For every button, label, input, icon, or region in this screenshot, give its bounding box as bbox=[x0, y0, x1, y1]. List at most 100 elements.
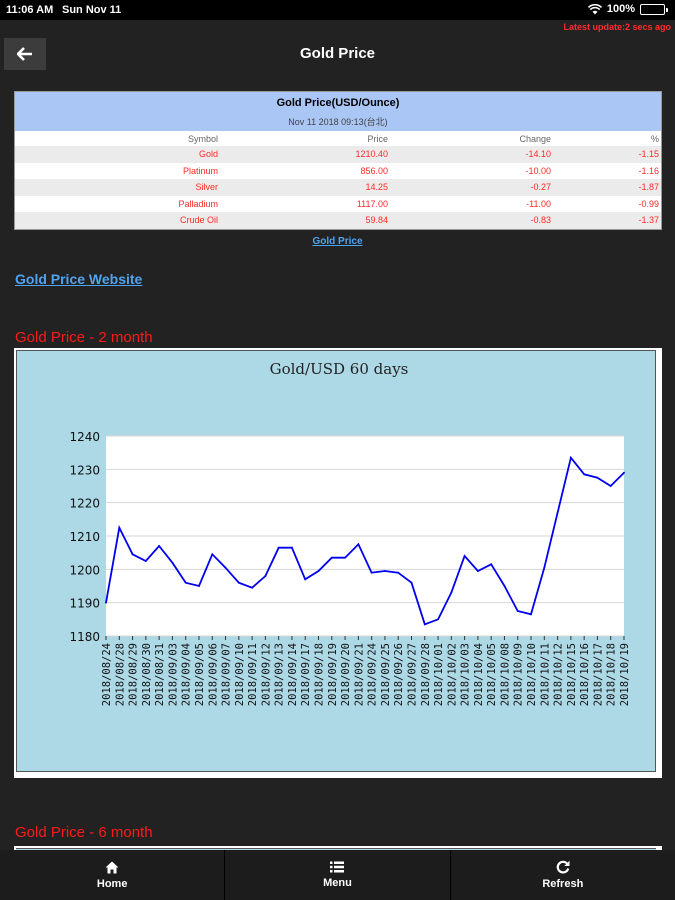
data-point bbox=[569, 456, 572, 459]
data-point bbox=[450, 591, 453, 594]
data-point bbox=[344, 556, 346, 559]
y-tick-label: 1190 bbox=[69, 597, 100, 611]
x-tick-label: 2018/09/20 bbox=[340, 643, 352, 706]
data-point bbox=[237, 581, 240, 584]
x-tick-label: 2018/10/17 bbox=[592, 643, 604, 706]
section-title-6-month: Gold Price - 6 month bbox=[15, 824, 153, 841]
x-tick-label: 2018/09/12 bbox=[260, 643, 272, 706]
x-tick-label: 2018/09/25 bbox=[380, 643, 392, 706]
app-header: Gold Price bbox=[0, 34, 675, 74]
data-point bbox=[105, 601, 107, 604]
data-point bbox=[410, 581, 413, 584]
change-cell: -11.00 bbox=[526, 198, 551, 209]
table-row: Gold 1210.40 -14.10 -1.15 bbox=[15, 146, 661, 163]
change-cell: -10.00 bbox=[525, 165, 551, 176]
percent-cell: -1.15 bbox=[552, 146, 661, 163]
x-tick-label: 2018/08/31 bbox=[154, 643, 166, 706]
data-point bbox=[596, 476, 599, 479]
x-tick-label: 2018/09/19 bbox=[327, 643, 339, 706]
x-tick-label: 2018/10/04 bbox=[473, 643, 485, 706]
data-point bbox=[370, 571, 373, 574]
gold-line-chart: Gold/USD 60 days 1180 1190 1200 1210 1220 123… bbox=[69, 360, 631, 706]
x-tick-label: 2018/10/10 bbox=[526, 643, 538, 706]
gold-price-link[interactable]: Gold Price bbox=[312, 236, 363, 247]
status-right: 100% bbox=[587, 3, 668, 15]
data-point bbox=[437, 618, 439, 621]
wifi-icon bbox=[587, 3, 602, 14]
battery-percent: 100% bbox=[606, 3, 635, 15]
x-tick-label: 2018/10/02 bbox=[446, 643, 458, 706]
data-point bbox=[211, 553, 214, 556]
menu-tab-label: Menu bbox=[323, 877, 352, 889]
y-tick-label: 1180 bbox=[69, 630, 100, 644]
column-header: Change bbox=[519, 133, 551, 144]
refresh-tab[interactable]: Refresh bbox=[450, 850, 675, 900]
back-button[interactable] bbox=[4, 38, 46, 70]
y-tick-label: 1200 bbox=[69, 563, 100, 577]
price-table-title: Gold Price(USD/Ounce) bbox=[276, 97, 400, 109]
data-point bbox=[158, 545, 161, 547]
refresh-icon bbox=[556, 860, 570, 874]
change-cell: -14.10 bbox=[389, 146, 552, 163]
x-tick-label: 2018/10/09 bbox=[513, 643, 525, 706]
x-tick-label: 2018/10/08 bbox=[499, 643, 511, 706]
change-cell: -0.83 bbox=[389, 212, 552, 229]
home-tab-label: Home bbox=[96, 877, 128, 890]
table-row: Crude Oil 59.84 -0.83 -1.37 bbox=[15, 212, 661, 229]
data-point bbox=[556, 511, 559, 514]
data-point bbox=[530, 613, 532, 616]
status-date: Sun Nov 11 bbox=[62, 4, 122, 16]
data-point bbox=[277, 546, 280, 549]
x-tick-label: 2018/09/06 bbox=[207, 643, 219, 706]
percent-cell: -1.37 bbox=[552, 212, 661, 229]
x-tick-label: 2018/09/10 bbox=[234, 643, 246, 706]
percent-cell: -1.16 bbox=[638, 165, 659, 176]
column-header: Symbol bbox=[187, 133, 218, 144]
status-time: 11:06 AM bbox=[6, 4, 54, 16]
symbol-cell: Palladium bbox=[178, 198, 218, 209]
x-tick-label: 2018/10/05 bbox=[486, 643, 498, 706]
data-point bbox=[264, 575, 267, 577]
x-tick-label: 2018/09/21 bbox=[353, 643, 365, 706]
x-tick-label: 2018/08/30 bbox=[141, 643, 153, 706]
latest-update-note: Latest update:2 secs ago bbox=[563, 22, 671, 32]
menu-tab[interactable]: Menu bbox=[225, 850, 451, 900]
table-row: Platinum 856.00 -10.00 -1.16 bbox=[15, 163, 661, 180]
percent-cell: -0.99 bbox=[638, 198, 659, 209]
x-tick-label: 2018/09/26 bbox=[393, 643, 405, 706]
percent-cell: -1.87 bbox=[552, 179, 661, 196]
x-tick-label: 2018/09/27 bbox=[406, 643, 418, 706]
y-tick-label: 1240 bbox=[69, 430, 100, 444]
symbol-cell: Gold bbox=[15, 146, 219, 163]
gold-price-website-link[interactable]: Gold Price Website bbox=[15, 271, 143, 287]
data-point bbox=[224, 566, 227, 569]
symbol-cell: Silver bbox=[15, 179, 219, 196]
x-tick-label: 2018/10/03 bbox=[460, 643, 472, 706]
refresh-tab-label: Refresh bbox=[542, 878, 584, 890]
symbol-cell: Platinum bbox=[182, 165, 218, 176]
price-table-panel: Gold Price(USD/Ounce) Nov 11 2018 09:13(… bbox=[14, 91, 662, 230]
price-table: Symbol Price Change % Gold 1210.40 -14.1… bbox=[15, 131, 661, 229]
data-point bbox=[251, 586, 254, 589]
x-tick-label: 2018/09/14 bbox=[287, 643, 299, 706]
x-tick-label: 2018/09/28 bbox=[420, 643, 432, 706]
data-point bbox=[171, 561, 174, 564]
home-tab[interactable]: Home bbox=[0, 850, 226, 900]
price-cell: 856.00 bbox=[360, 165, 388, 176]
data-point bbox=[503, 585, 506, 587]
price-cell: 59.84 bbox=[219, 212, 389, 229]
x-tick-label: 2018/09/11 bbox=[247, 643, 259, 706]
price-cell: 1210.40 bbox=[219, 146, 389, 163]
gold-chart-60-days: Gold/USD 60 days 1180 1190 1200 1210 1220 123… bbox=[14, 348, 662, 778]
x-tick-label: 2018/09/04 bbox=[181, 643, 193, 706]
data-point bbox=[609, 485, 612, 487]
chart-title: Gold/USD 60 days bbox=[270, 360, 409, 378]
data-point bbox=[583, 473, 586, 476]
x-tick-label: 2018/09/18 bbox=[314, 643, 326, 706]
data-point bbox=[476, 570, 479, 572]
price-cell: 14.25 bbox=[219, 179, 389, 196]
x-tick-label: 2018/09/17 bbox=[300, 643, 312, 706]
table-header-row: Symbol Price Change % bbox=[15, 131, 661, 146]
change-cell: -0.27 bbox=[389, 179, 552, 196]
data-point bbox=[423, 623, 426, 626]
